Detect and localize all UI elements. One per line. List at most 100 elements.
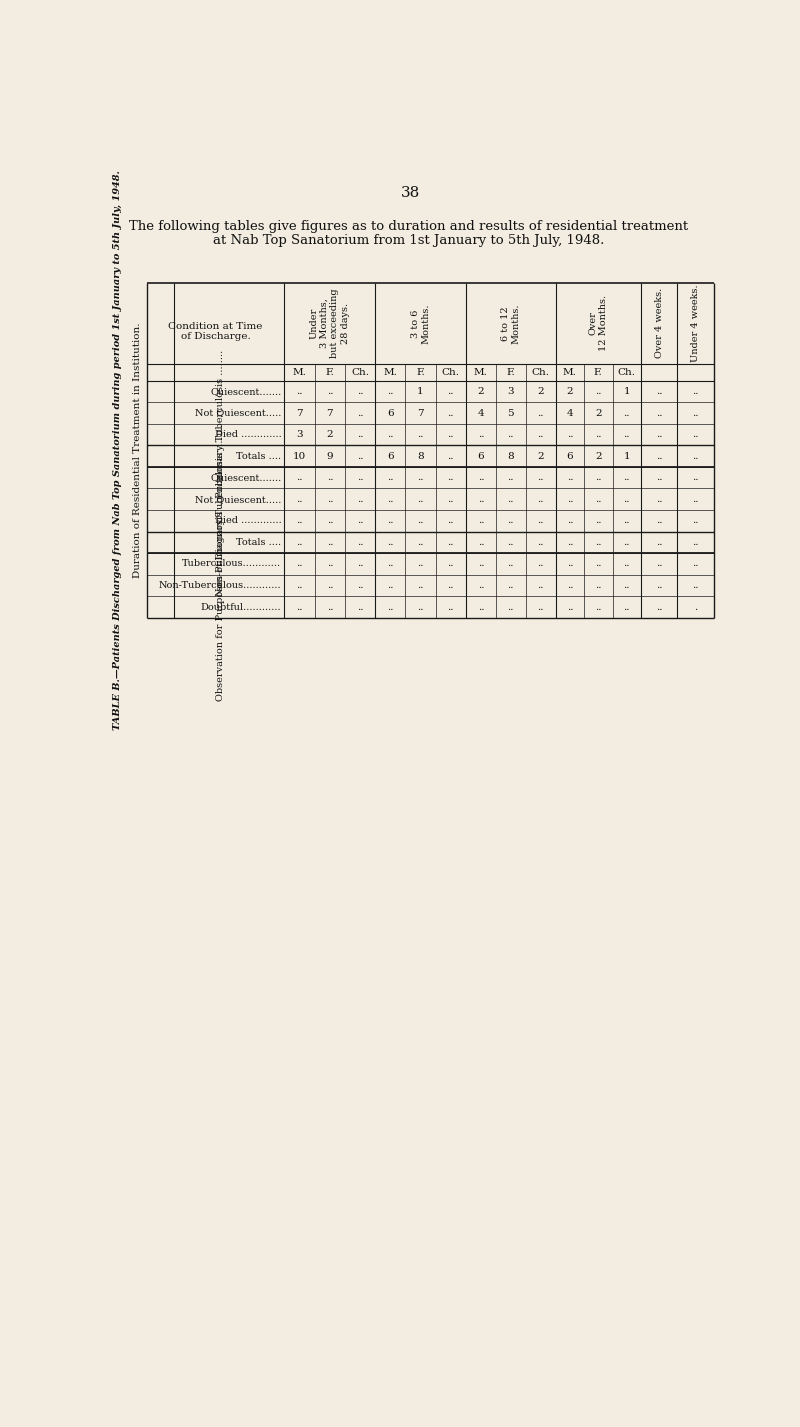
Text: Observation for Purposes of Diagnosis ............: Observation for Purposes of Diagnosis ..… [216,469,225,701]
Text: 6 to 12
Months.: 6 to 12 Months. [501,303,521,344]
Text: ..: .. [656,602,662,612]
Text: ..: .. [595,495,602,504]
Text: ..: .. [623,517,630,525]
Text: ..: .. [478,538,484,547]
Text: ..: .. [566,430,573,440]
Text: ..: .. [418,602,424,612]
Text: Totals ....: Totals .... [236,451,282,461]
Text: ..: .. [418,538,424,547]
Text: 4: 4 [478,408,484,418]
Text: ..: .. [595,387,602,395]
Text: ..: .. [656,538,662,547]
Text: ..: .. [387,517,394,525]
Text: 7: 7 [296,408,303,418]
Text: 2: 2 [326,430,333,440]
Text: ..: .. [387,581,394,589]
Text: ..: .. [296,495,303,504]
Text: Under
3 Months,
but exceeding
28 days.: Under 3 Months, but exceeding 28 days. [310,288,350,358]
Text: 9: 9 [326,451,333,461]
Text: 2: 2 [595,451,602,461]
Text: Quiescent.......: Quiescent....... [210,387,282,395]
Text: ..: .. [447,559,454,568]
Text: Over 4 weeks.: Over 4 weeks. [654,288,664,358]
Text: ..: .. [623,495,630,504]
Text: ..: .. [296,538,303,547]
Text: TABLE B.—Patients Discharged from Nab Top Sanatorium during period 1st January t: TABLE B.—Patients Discharged from Nab To… [113,170,122,731]
Text: ..: .. [447,474,454,482]
Text: ..: .. [566,495,573,504]
Text: Died .............: Died ............. [214,517,282,525]
Text: Ch.: Ch. [351,368,369,377]
Text: ..: .. [566,581,573,589]
Text: ..: .. [656,408,662,418]
Text: M.: M. [563,368,577,377]
Text: ..: .. [447,602,454,612]
Text: ..: .. [387,602,394,612]
Text: ..: .. [692,559,699,568]
Text: ..: .. [357,581,363,589]
Text: ..: .. [595,474,602,482]
Text: ..: .. [418,517,424,525]
Text: ..: .. [623,538,630,547]
Text: ..: .. [623,581,630,589]
Text: ..: .. [387,559,394,568]
Text: ..: .. [418,495,424,504]
Text: ..: .. [296,602,303,612]
Text: ..: .. [692,517,699,525]
Text: M.: M. [293,368,306,377]
Text: ..: .. [326,495,333,504]
Text: ..: .. [357,451,363,461]
Text: Not Quiescent.....: Not Quiescent..... [195,495,282,504]
Text: .: . [694,602,698,612]
Text: ..: .. [566,517,573,525]
Text: ..: .. [538,517,544,525]
Text: ..: .. [595,430,602,440]
Text: ..: .. [326,559,333,568]
Text: ..: .. [296,559,303,568]
Text: ..: .. [656,559,662,568]
Text: ..: .. [387,387,394,395]
Text: 1: 1 [623,451,630,461]
Text: ..: .. [507,474,514,482]
Text: ..: .. [296,517,303,525]
Text: ..: .. [447,451,454,461]
Text: ..: .. [387,495,394,504]
Text: ..: .. [692,581,699,589]
Text: ..: .. [296,474,303,482]
Text: 1: 1 [623,387,630,395]
Text: 3: 3 [296,430,303,440]
Text: Ch.: Ch. [442,368,460,377]
Text: Non-Tuberculous............: Non-Tuberculous............ [158,581,282,589]
Text: 2: 2 [538,451,544,461]
Text: ..: .. [507,517,514,525]
Text: ..: .. [478,430,484,440]
Text: ..: .. [478,581,484,589]
Text: Under 4 weeks.: Under 4 weeks. [691,284,700,362]
Text: 8: 8 [417,451,424,461]
Text: 7: 7 [417,408,424,418]
Text: ..: .. [566,538,573,547]
Text: 10: 10 [293,451,306,461]
Text: ..: .. [538,474,544,482]
Text: ..: .. [478,517,484,525]
Text: ..: .. [538,559,544,568]
Text: ..: .. [656,387,662,395]
Text: ..: .. [478,602,484,612]
Text: ..: .. [692,387,699,395]
Text: ..: .. [507,495,514,504]
Text: ..: .. [418,581,424,589]
Text: 1: 1 [417,387,424,395]
Text: ..: .. [357,387,363,395]
Text: ..: .. [538,408,544,418]
Text: ..: .. [595,581,602,589]
Text: ..: .. [595,517,602,525]
Text: ..: .. [326,602,333,612]
Text: Died .............: Died ............. [214,430,282,440]
Text: F.: F. [594,368,602,377]
Text: ..: .. [326,581,333,589]
Text: ..: .. [357,495,363,504]
Text: ..: .. [447,430,454,440]
Text: ..: .. [566,559,573,568]
Text: ..: .. [447,408,454,418]
Text: ..: .. [418,474,424,482]
